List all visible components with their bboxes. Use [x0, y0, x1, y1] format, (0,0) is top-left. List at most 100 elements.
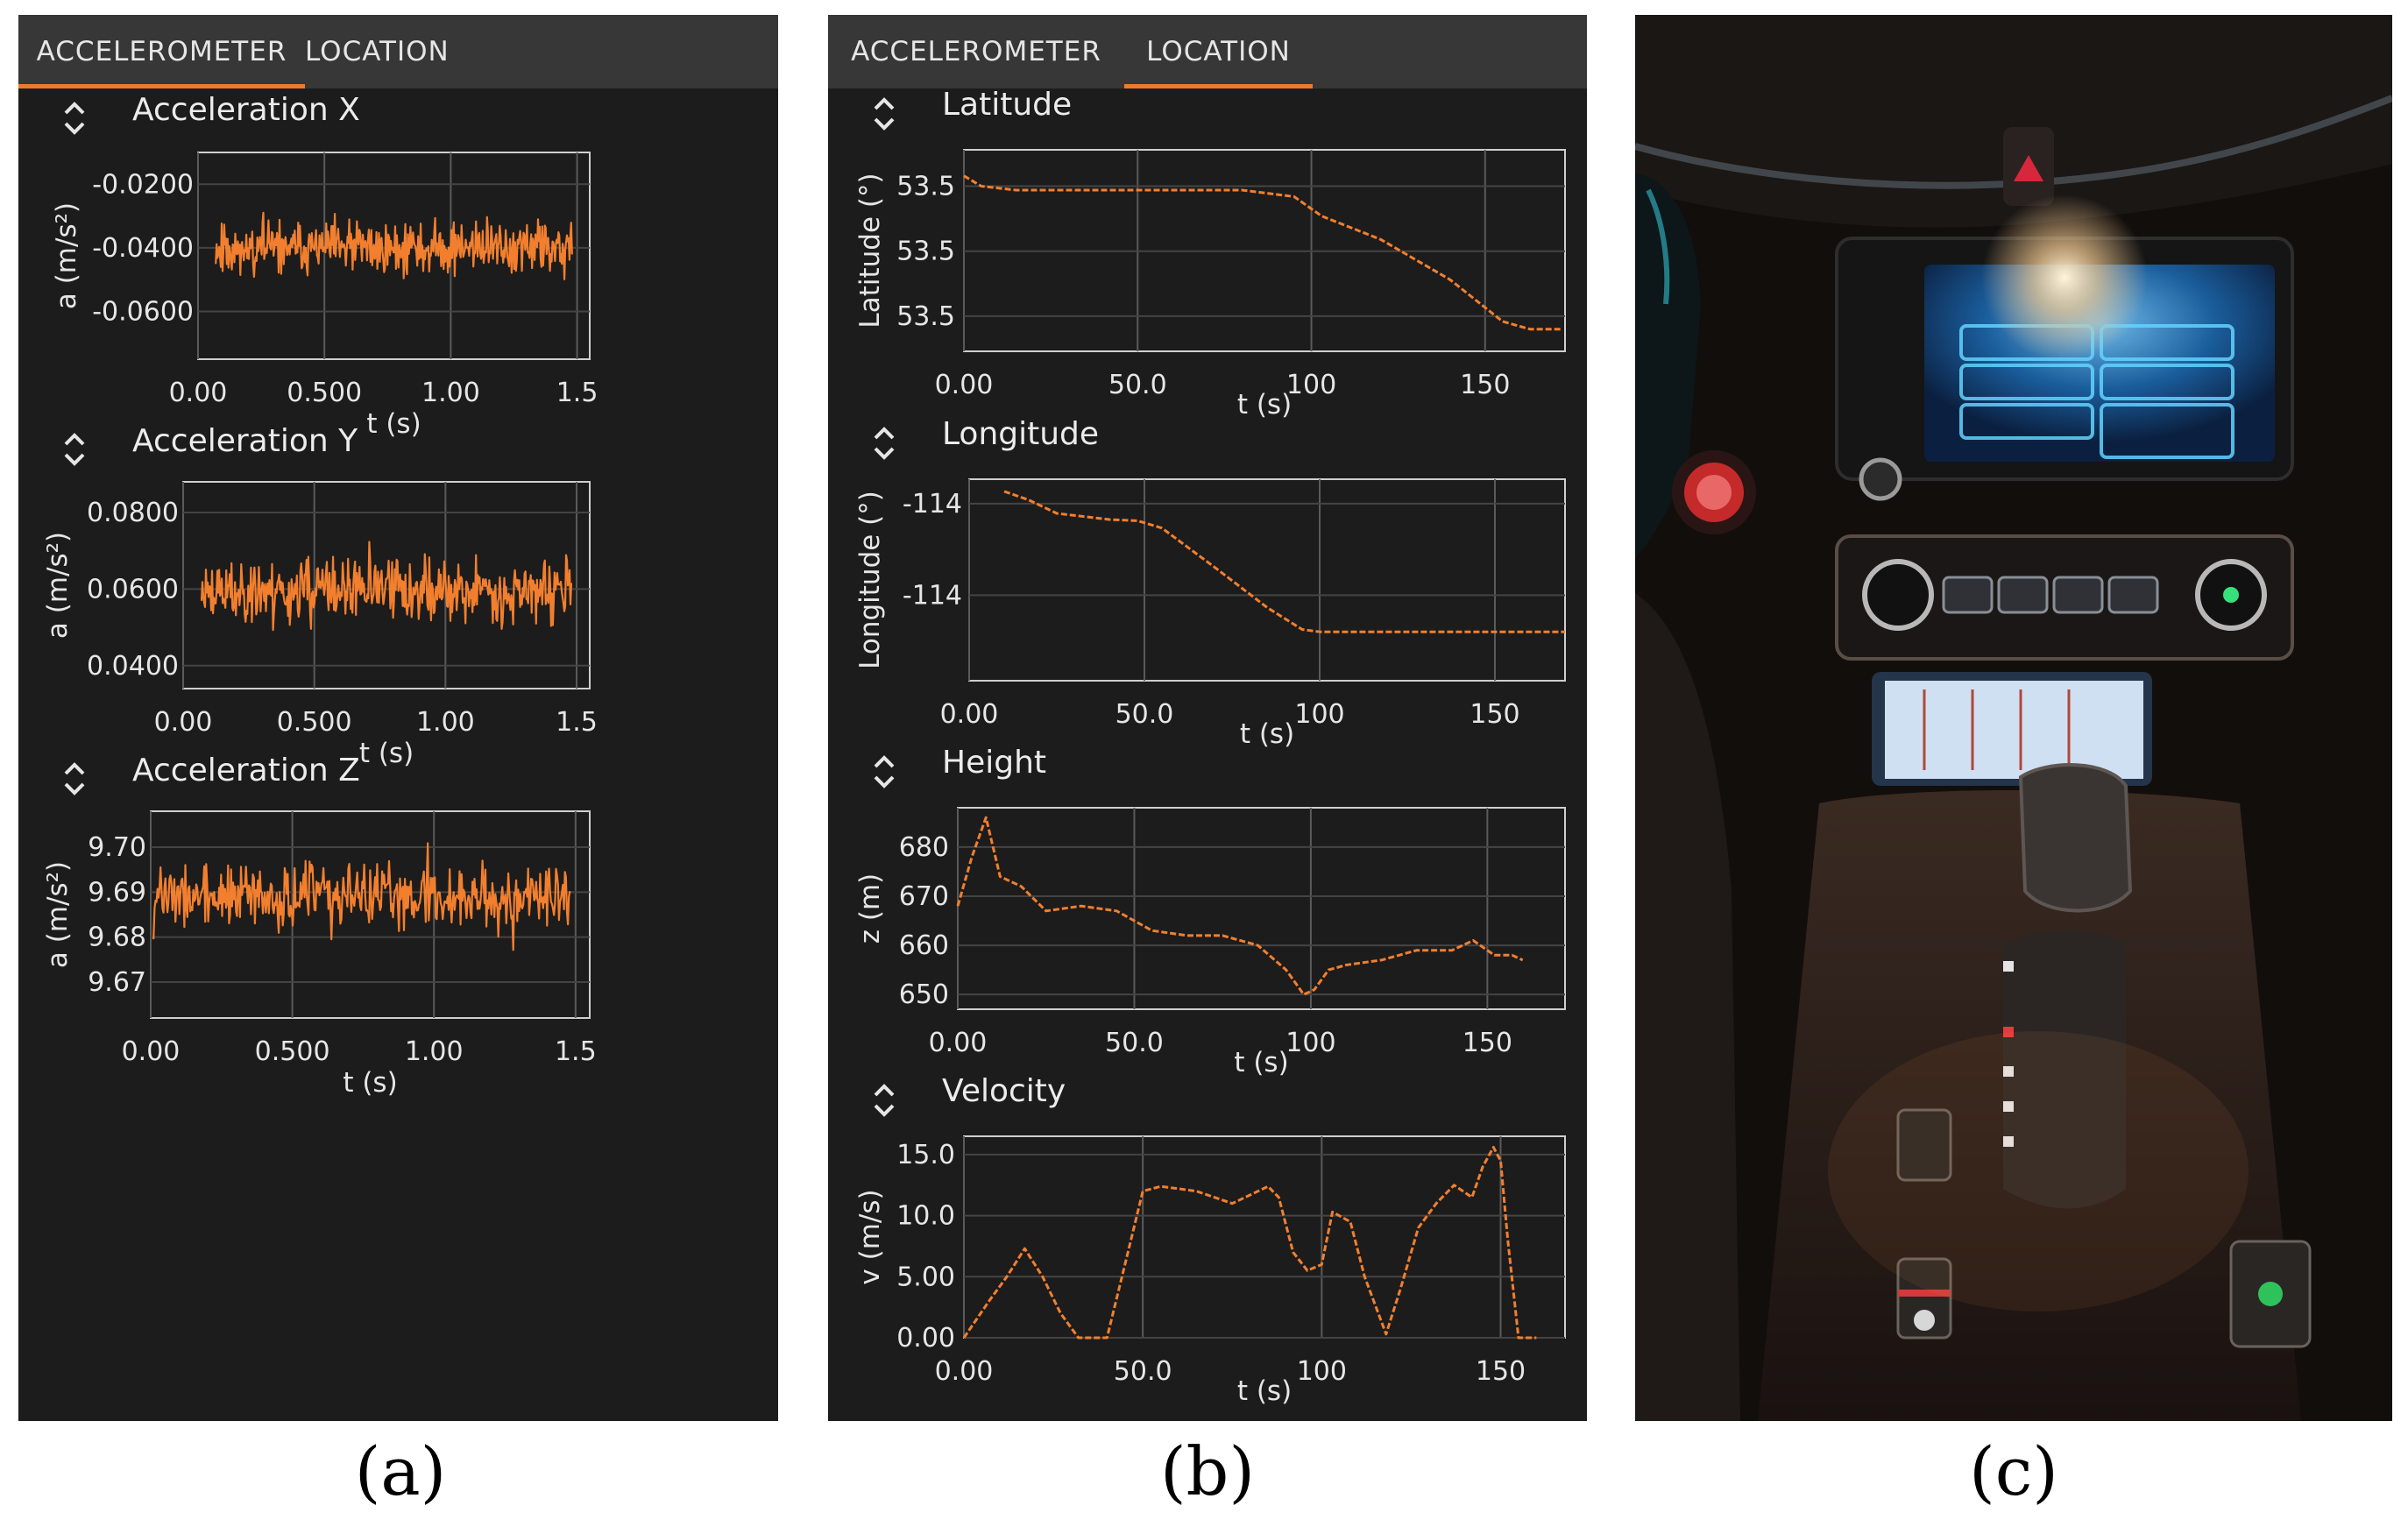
expand-collapse-icon[interactable]: [872, 424, 896, 463]
y-tick-label: 670: [899, 881, 949, 912]
tab-accelerometer[interactable]: ACCELEROMETER: [851, 36, 1101, 67]
expand-collapse-icon[interactable]: [62, 99, 87, 138]
y-axis-label: z (m): [854, 873, 886, 944]
accel-plot-title-0: Acceleration X: [132, 92, 360, 128]
y-axis-label: a (m/s²): [51, 202, 82, 309]
location-plot-title-3: Velocity: [942, 1073, 1066, 1109]
x-tick-label: 0.00: [935, 370, 994, 400]
y-tick-label: 0.0800: [87, 498, 179, 528]
series-line: [152, 842, 571, 951]
x-tick-label: 1.00: [416, 707, 475, 738]
x-tick-label: 150: [1463, 1028, 1512, 1058]
caption-c: (c): [1969, 1432, 2058, 1510]
y-tick-label: 53.5: [896, 237, 955, 267]
location-plot-title-1: Longitude: [942, 416, 1100, 452]
location-chart-0: 0.00 50.0 100 150 53.5 53.5 53.5 t (s) Latitude …: [854, 149, 1566, 421]
x-tick-label: 1.5: [555, 1036, 597, 1067]
location-chart-2: 0.00 50.0 100 150 680 670 660 650 t (s) z (m): [854, 807, 1566, 1078]
x-tick-label: 150: [1460, 370, 1510, 400]
x-tick-label: 0.500: [287, 378, 362, 408]
x-tick-label: 1.00: [421, 378, 480, 408]
x-tick-label: 0.00: [154, 707, 213, 738]
location-screen: ACCELEROMETER LOCATION Latitude 0.00 50.0 1…: [828, 15, 1587, 1421]
x-tick-label: 150: [1470, 699, 1519, 730]
caption-a: (a): [354, 1432, 447, 1510]
location-chart-1: 0.00 50.0 100 150 -114 -114 t (s) Longitude (°): [854, 478, 1566, 750]
y-tick-label: 10.0: [896, 1201, 955, 1232]
y-axis-label: Latitude (°): [854, 173, 886, 328]
x-axis-label: t (s): [1234, 1047, 1288, 1078]
x-tick-label: 150: [1476, 1356, 1526, 1387]
accelerometer-screen: ACCELEROMETER LOCATION Acceleration X 0.0…: [18, 15, 778, 1421]
y-tick-label: 0.0600: [87, 574, 179, 604]
x-tick-label: 0.00: [935, 1356, 994, 1387]
location-plot-title-0: Latitude: [942, 87, 1073, 123]
caption-b: (b): [1160, 1432, 1255, 1510]
x-tick-label: 100: [1294, 699, 1344, 730]
accel-chart-1: 0.00 0.500 1.00 1.5 0.0800 0.0600 0.0400 t (s) a…: [42, 481, 598, 769]
y-axis-label: v (m/s): [854, 1189, 886, 1284]
x-tick-label: 0.500: [277, 707, 352, 738]
expand-collapse-icon[interactable]: [872, 753, 896, 791]
expand-collapse-icon[interactable]: [62, 430, 87, 469]
x-tick-label: 0.500: [255, 1036, 330, 1067]
y-tick-label: -114: [903, 580, 962, 611]
y-tick-label: 9.70: [88, 832, 146, 863]
x-axis-label: t (s): [1240, 718, 1294, 750]
accel-chart-2: 0.00 0.500 1.00 1.5 9.70 9.69 9.68 9.67 t (s) a (…: [42, 810, 597, 1099]
x-tick-label: 1.5: [556, 378, 598, 408]
y-tick-label: -0.0600: [92, 297, 194, 328]
y-tick-label: 680: [899, 832, 949, 863]
expand-collapse-icon[interactable]: [872, 95, 896, 133]
y-tick-label: 53.5: [896, 301, 955, 332]
x-tick-label: 0.00: [940, 699, 999, 730]
tab-bar: ACCELEROMETER LOCATION: [18, 15, 778, 88]
x-tick-label: 100: [1285, 1028, 1335, 1058]
accel-chart-0: 0.00 0.500 1.00 1.5 -0.0200 -0.0400 -0.0600 t (…: [51, 152, 598, 440]
y-axis-label: a (m/s²): [42, 861, 74, 968]
x-tick-label: 100: [1286, 370, 1336, 400]
y-tick-label: 0.0400: [87, 651, 179, 682]
plot-frame: [963, 1135, 1566, 1339]
y-axis-label: a (m/s²): [42, 532, 74, 639]
x-tick-label: 50.0: [1108, 370, 1167, 400]
tab-bar: ACCELEROMETER LOCATION: [828, 15, 1587, 88]
x-tick-label: 1.5: [556, 707, 598, 738]
expand-collapse-icon[interactable]: [872, 1081, 896, 1120]
series-line: [962, 1146, 1537, 1340]
x-tick-label: 50.0: [1115, 699, 1174, 730]
x-axis-label: t (s): [1237, 389, 1292, 421]
y-tick-label: 9.67: [88, 967, 146, 998]
tab-accelerometer[interactable]: ACCELEROMETER: [18, 15, 305, 88]
accel-plot-title-2: Acceleration Z: [132, 753, 360, 788]
tab-location[interactable]: LOCATION: [305, 36, 450, 67]
accel-plot-title-1: Acceleration Y: [132, 423, 358, 459]
y-tick-label: 650: [899, 979, 949, 1010]
x-tick-label: 0.00: [929, 1028, 988, 1058]
location-chart-3: 0.00 50.0 100 150 15.0 10.0 5.00 0.00 t (s) v (m/…: [854, 1135, 1566, 1407]
y-tick-label: 9.69: [88, 877, 146, 908]
car-interior-illustration: [1635, 15, 2392, 1421]
x-axis-label: t (s): [1237, 1375, 1292, 1407]
x-tick-label: 0.00: [122, 1036, 181, 1067]
y-tick-label: 53.5: [896, 172, 955, 202]
x-tick-label: 50.0: [1105, 1028, 1164, 1058]
y-tick-label: 9.68: [88, 923, 146, 953]
x-tick-label: 50.0: [1114, 1356, 1172, 1387]
y-axis-label: Longitude (°): [854, 491, 886, 669]
series-line: [215, 211, 573, 280]
tab-location[interactable]: LOCATION: [1124, 15, 1313, 88]
x-axis-label: t (s): [359, 738, 414, 769]
location-plot-title-2: Height: [942, 745, 1047, 781]
series-line: [956, 816, 1524, 996]
expand-collapse-icon[interactable]: [62, 760, 87, 798]
y-tick-label: -114: [903, 489, 962, 520]
x-axis-label: t (s): [343, 1067, 397, 1099]
series-line: [200, 541, 573, 632]
y-tick-label: 5.00: [896, 1262, 955, 1292]
y-tick-label: -0.0200: [92, 169, 194, 200]
y-tick-label: -0.0400: [92, 233, 194, 264]
x-axis-label: t (s): [366, 408, 421, 440]
x-tick-label: 100: [1297, 1356, 1347, 1387]
x-tick-label: 1.00: [405, 1036, 464, 1067]
